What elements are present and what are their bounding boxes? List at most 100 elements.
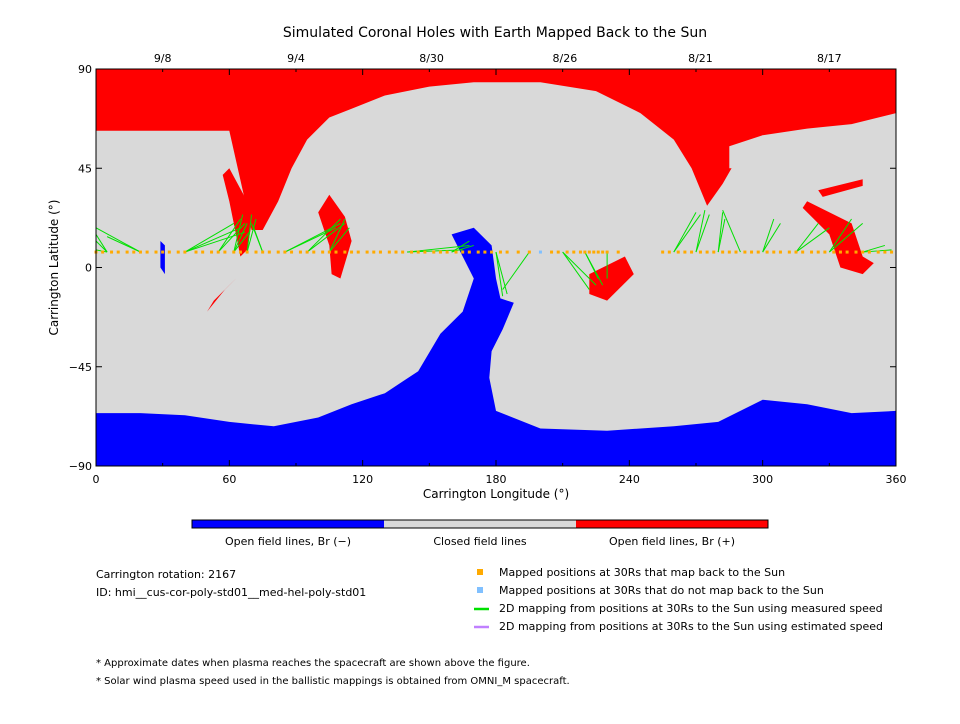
mapped-position-point: [601, 250, 605, 254]
top-date-label: 8/26: [553, 52, 578, 65]
field-line-trace: [184, 227, 241, 253]
legend-label: 2D mapping from positions at 30Rs to the…: [499, 620, 883, 633]
mapped-position-point: [245, 250, 249, 254]
mapped-position-point: [445, 250, 449, 254]
colorbar-label: Closed field lines: [433, 535, 527, 548]
mapped-position-point: [743, 250, 747, 254]
mapped-position-point: [416, 250, 420, 254]
field-line-trace: [695, 210, 706, 253]
mapped-position-point: [438, 250, 442, 254]
mapped-position-point: [578, 250, 582, 254]
mapped-position-point: [283, 250, 287, 254]
open-negative-south-region: [96, 227, 896, 466]
y-tick-label: 0: [85, 262, 92, 275]
mapped-position-point: [572, 250, 576, 254]
field-line-trace: [95, 227, 141, 253]
mapped-position-point: [356, 250, 360, 254]
mapped-position-point: [823, 250, 827, 254]
mapped-position-point: [101, 250, 105, 254]
colorbar-label: Open field lines, Br (+): [609, 535, 735, 548]
field-line-trace: [217, 218, 241, 253]
field-line-trace: [762, 218, 775, 253]
field-line-trace: [495, 251, 508, 295]
mapped-position-point: [167, 250, 171, 254]
mapped-position-point: [161, 250, 165, 254]
mapped-position-point: [801, 250, 805, 254]
top-date-label: 8/17: [817, 52, 842, 65]
mapped-position-point: [756, 250, 760, 254]
field-line-trace: [328, 218, 346, 253]
mapped-position-point: [267, 250, 271, 254]
mapped-position-point: [365, 250, 369, 254]
field-line-trace: [328, 227, 350, 253]
mapped-position-point: [401, 250, 405, 254]
mapped-position-point: [867, 250, 871, 254]
field-line-trace: [451, 240, 470, 253]
closed-island-region: [796, 135, 863, 180]
mapped-position-point: [712, 250, 716, 254]
mapped-position-point: [223, 250, 227, 254]
field-line-trace: [795, 227, 830, 253]
open-positive-north-region: [96, 69, 896, 230]
x-tick-label: 300: [752, 473, 773, 486]
colorbar-label: Open field lines, Br (−): [225, 535, 351, 548]
mapped-position-point: [516, 250, 520, 254]
field-line-trace: [717, 212, 724, 253]
mapped-position-point: [698, 250, 702, 254]
field-line-trace: [233, 223, 248, 253]
mapped-position-point: [683, 250, 687, 254]
mapped-position-point: [483, 250, 487, 254]
mapped-position-point: [394, 250, 398, 254]
footnote-speed-source: * Solar wind plasma speed used in the ba…: [96, 676, 570, 687]
mapped-position-point: [276, 250, 280, 254]
mapped-position-point: [154, 250, 158, 254]
mapped-position-point: [861, 250, 865, 254]
legend-label: 2D mapping from positions at 30Rs to the…: [499, 602, 883, 615]
mapped-position-point: [194, 250, 198, 254]
field-line-trace: [106, 236, 141, 253]
mapped-position-point: [838, 250, 842, 254]
mapped-position-point: [125, 250, 129, 254]
mapped-position-point: [721, 250, 725, 254]
mapped-position-point: [845, 250, 849, 254]
field-line-trace: [673, 212, 697, 253]
x-tick-label: 120: [352, 473, 373, 486]
mapped-position-point: [305, 250, 309, 254]
mapped-position-point: [661, 250, 665, 254]
mapped-position-point: [132, 250, 136, 254]
mapped-position-point: [201, 250, 205, 254]
mapped-position-point: [138, 250, 142, 254]
open-negative-patch-region: [160, 241, 165, 275]
field-line-trace: [95, 240, 108, 253]
mapped-position-point: [750, 250, 754, 254]
footnotes: * Approximate dates when plasma reaches …: [96, 658, 570, 687]
field-line-trace: [722, 209, 741, 253]
mapped-position-point: [327, 250, 331, 254]
mapped-position-point: [387, 250, 391, 254]
field-line-trace: [717, 218, 726, 253]
field-line-trace: [562, 251, 590, 290]
mapped-position-point: [705, 250, 709, 254]
open-positive-patch-region: [802, 201, 874, 275]
field-line-trace: [306, 222, 346, 253]
legend: Mapped positions at 30Rs that map back t…: [474, 566, 883, 633]
mapped-position-point: [727, 250, 731, 254]
legend-label: Mapped positions at 30Rs that do not map…: [499, 584, 824, 597]
closed-island-region: [729, 135, 785, 169]
y-tick-label: 45: [78, 162, 92, 175]
field-line-trace: [828, 218, 852, 253]
mapped-position-point: [334, 250, 338, 254]
field-line-trace: [246, 214, 253, 253]
mapped-position-point: [527, 250, 531, 254]
field-line-trace: [502, 251, 530, 290]
mapped-position-point: [667, 250, 671, 254]
unmapped-position-point: [538, 250, 542, 254]
mapped-position-point: [321, 250, 325, 254]
mapped-position-point: [772, 250, 776, 254]
field-line-trace: [762, 223, 781, 253]
legend-marker: [477, 569, 483, 575]
x-tick-label: 360: [886, 473, 907, 486]
field-line-trace: [495, 251, 504, 297]
open-positive-patch-region: [818, 179, 863, 197]
